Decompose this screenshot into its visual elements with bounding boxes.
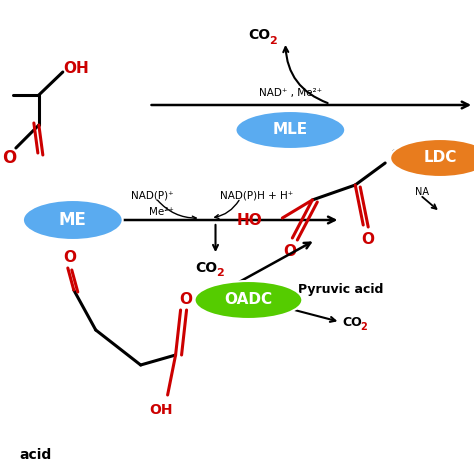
Text: LDC: LDC bbox=[423, 151, 457, 165]
Text: OH: OH bbox=[149, 403, 173, 417]
Ellipse shape bbox=[236, 111, 345, 149]
Text: HO: HO bbox=[237, 212, 263, 228]
Text: OADC: OADC bbox=[224, 292, 273, 308]
Ellipse shape bbox=[390, 139, 474, 177]
Text: O: O bbox=[283, 245, 296, 259]
Text: CO: CO bbox=[248, 28, 271, 42]
Text: 2: 2 bbox=[216, 268, 224, 279]
Text: 2: 2 bbox=[361, 322, 367, 332]
Text: OH: OH bbox=[63, 61, 89, 75]
Text: NAD⁺ , Me²⁺: NAD⁺ , Me²⁺ bbox=[259, 88, 322, 98]
Text: Pyruvic acid: Pyruvic acid bbox=[298, 283, 383, 297]
Text: NAD(P)⁺: NAD(P)⁺ bbox=[131, 191, 173, 201]
Text: O: O bbox=[362, 231, 375, 246]
Text: MLE: MLE bbox=[273, 122, 308, 137]
Text: ME: ME bbox=[59, 211, 87, 229]
Text: CO: CO bbox=[196, 261, 218, 275]
Text: NA: NA bbox=[415, 187, 429, 197]
Text: O: O bbox=[64, 250, 76, 265]
Text: Me²⁺: Me²⁺ bbox=[149, 207, 173, 217]
Text: CH: CH bbox=[390, 148, 408, 162]
Text: NAD(P)H + H⁺: NAD(P)H + H⁺ bbox=[220, 191, 294, 201]
Ellipse shape bbox=[23, 200, 123, 240]
Text: CO: CO bbox=[342, 316, 362, 328]
Text: O: O bbox=[179, 292, 192, 307]
Text: acid: acid bbox=[19, 448, 51, 462]
Text: 2: 2 bbox=[269, 36, 277, 46]
Ellipse shape bbox=[194, 281, 302, 319]
Text: O: O bbox=[2, 149, 16, 167]
Text: 3: 3 bbox=[410, 156, 416, 166]
